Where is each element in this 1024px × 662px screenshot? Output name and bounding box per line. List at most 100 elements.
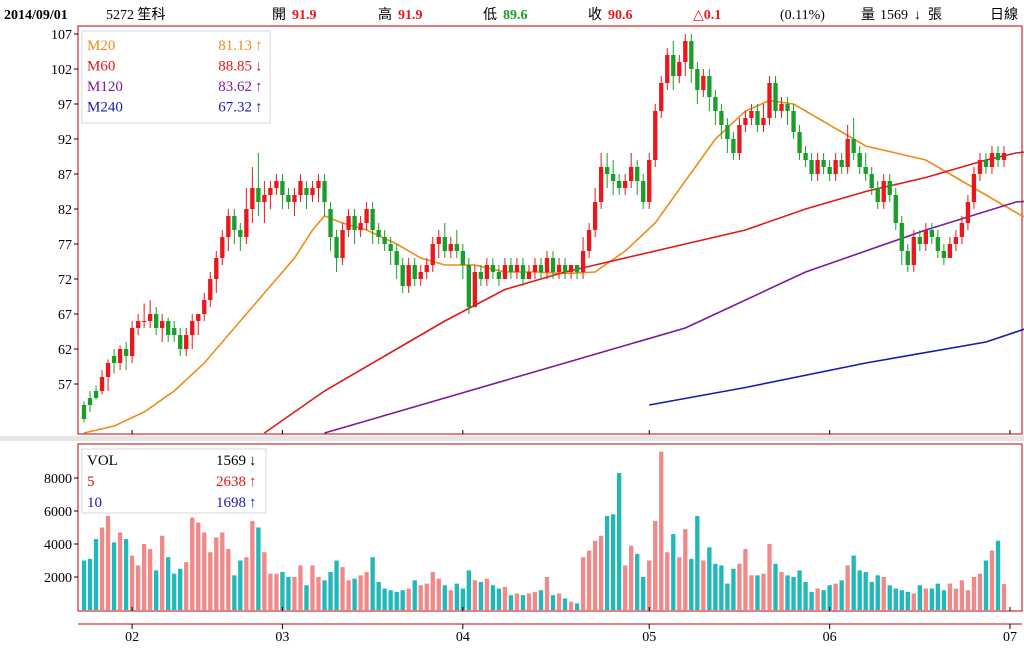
candle-body [196, 314, 201, 321]
volume-bar [520, 595, 526, 610]
legend-arrow: ↑ [249, 495, 257, 511]
volume-bar [460, 588, 465, 610]
volume-bar [376, 581, 381, 610]
candle-body [851, 139, 856, 153]
volume-bar [472, 580, 478, 610]
candle-body [791, 111, 796, 132]
candle [779, 97, 784, 118]
candle [538, 258, 544, 279]
candle [526, 265, 532, 279]
volume-bar [785, 575, 790, 610]
candle-body [472, 272, 478, 307]
candle [797, 125, 802, 160]
volume-bar [304, 585, 309, 610]
month-label: 07 [1003, 630, 1017, 645]
candle-body [677, 62, 682, 76]
candle [592, 188, 598, 237]
volume-bar [659, 451, 664, 610]
legend-value: 67.32 [218, 100, 252, 116]
price-axis: 57 62 67 72 77 82 87 92 97 102 107 [51, 28, 78, 393]
legend-row: 5 2638 ↑ [87, 474, 257, 490]
candle-body [220, 237, 225, 258]
candle [725, 118, 730, 153]
candle-body [893, 195, 898, 223]
volume-bar [1001, 584, 1007, 610]
volume-bar [604, 515, 610, 610]
volume-bar [184, 562, 189, 610]
candle-body [755, 111, 760, 125]
candle [701, 69, 706, 97]
candle-body [268, 188, 273, 195]
candle [129, 321, 135, 363]
volume-bar [671, 534, 676, 610]
candle-body [310, 188, 315, 195]
candle [292, 188, 297, 216]
candle-body [400, 265, 405, 286]
volume-legend: VOL 1569 ↓ 5 2638 ↑ 10 1698 ↑ [81, 448, 267, 514]
volume-tick-label: 4000 [44, 538, 72, 553]
candle [544, 251, 550, 279]
candle [172, 321, 177, 342]
volume-axis: 2000 4000 6000 8000 [44, 472, 78, 586]
volume-bar [153, 570, 159, 610]
candle-body [172, 328, 177, 335]
volume-bar [592, 540, 598, 610]
candle-body [202, 300, 207, 314]
candle-body [749, 111, 754, 118]
header-change-pct: (0.11%) [780, 8, 825, 23]
candle-body [761, 118, 766, 125]
candle [478, 265, 484, 286]
volume-bar [496, 588, 502, 610]
candle [153, 307, 159, 335]
volume-bar [562, 598, 568, 610]
candle [869, 167, 874, 195]
volume-bar [352, 578, 357, 610]
candle-body [238, 230, 243, 237]
candle-body [298, 181, 303, 195]
volume-bar [665, 552, 670, 610]
candle-body [81, 405, 87, 419]
volume-bar [298, 565, 303, 610]
candle-body [935, 237, 941, 251]
price-tick-label: 57 [58, 378, 72, 393]
volume-bar [322, 580, 327, 610]
volume-bar [653, 520, 658, 610]
legend-value: 81.13 [218, 38, 252, 54]
candle-body [538, 265, 544, 272]
volume-bar [81, 560, 87, 610]
candle [755, 104, 760, 132]
candle-body [370, 209, 375, 230]
candle-body [953, 237, 959, 244]
candle-body [304, 188, 309, 195]
volume-bar [87, 558, 93, 610]
candle [196, 314, 201, 335]
volume-bar [749, 575, 754, 610]
candle-body [659, 83, 664, 111]
candle [202, 293, 207, 321]
volume-bar [214, 537, 219, 610]
volume-bar [905, 591, 910, 610]
candle-body [129, 328, 135, 356]
volume-bar [917, 585, 922, 610]
volume-bar-series [81, 451, 1007, 610]
price-tick-label: 87 [58, 168, 72, 183]
volume-bar [983, 560, 989, 610]
volume-bar [677, 557, 682, 610]
candle-body [911, 237, 916, 265]
ma20-line [83, 99, 1024, 434]
volume-bar [610, 514, 616, 610]
candle-body [526, 272, 532, 279]
candle [532, 258, 538, 279]
candle-body [87, 398, 93, 405]
volume-bar [256, 527, 261, 610]
volume-bar [129, 555, 135, 610]
price-panel-frame [77, 25, 1023, 435]
candle [977, 153, 983, 181]
ma60-line [263, 151, 1024, 434]
candle-body [358, 223, 363, 230]
volume-bar [941, 590, 947, 610]
header-high-label: 高 [378, 6, 392, 23]
volume-bar [406, 588, 411, 610]
candle-body [352, 216, 357, 230]
legend-row: M60 88.85 ↓ [87, 59, 263, 75]
